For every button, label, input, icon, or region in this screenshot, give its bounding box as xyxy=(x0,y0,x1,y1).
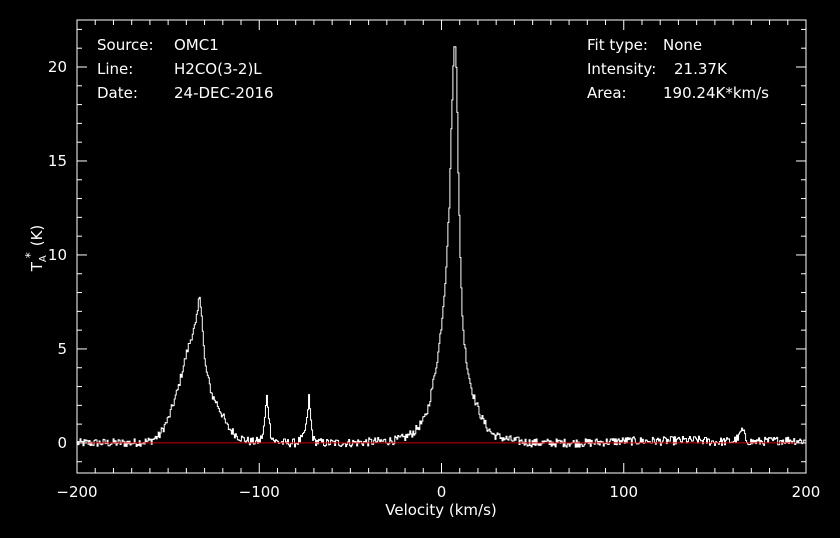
y-label-main: T xyxy=(28,261,46,272)
y-tick-label: 10 xyxy=(48,246,67,264)
y-tick-label: 15 xyxy=(48,152,67,170)
info-fittype-value: None xyxy=(663,36,702,54)
info-fittype-label: Fit type: xyxy=(587,36,648,54)
info-intensity-value: 21.37K xyxy=(674,60,728,78)
spectrum-line xyxy=(77,46,807,448)
y-label-sup: * xyxy=(23,252,37,258)
info-source-label: Source: xyxy=(97,36,154,54)
x-tick-label: 200 xyxy=(792,483,821,501)
info-date-value: 24-DEC-2016 xyxy=(174,84,274,102)
info-area-label: Area: xyxy=(587,84,627,102)
y-label-sub: A xyxy=(38,255,49,262)
x-axis-label: Velocity (km/s) xyxy=(385,501,496,519)
y-axis-label-text: TA* (K) xyxy=(23,225,49,273)
info-source-value: OMC1 xyxy=(174,36,219,54)
info-line-label: Line: xyxy=(97,60,133,78)
x-tick-label: 100 xyxy=(609,483,638,501)
y-tick-label: 5 xyxy=(57,340,67,358)
info-date-label: Date: xyxy=(97,84,138,102)
y-label-unit: (K) xyxy=(28,225,46,247)
x-tick-label: −100 xyxy=(239,483,280,501)
x-tick-label: −200 xyxy=(56,483,97,501)
tick-labels-layer: −200 −100 0 100 200 0 5 10 15 20 xyxy=(48,58,820,501)
y-axis-label: TA* (K) xyxy=(23,225,49,273)
info-intensity-label: Intensity: xyxy=(587,60,656,78)
info-area-value: 190.24K*km/s xyxy=(663,84,769,102)
info-line-value: H2CO(3-2)L xyxy=(174,60,262,78)
x-tick-label: 0 xyxy=(437,483,447,501)
ticks-layer xyxy=(76,20,807,473)
y-tick-label: 0 xyxy=(57,434,67,452)
spectrum-layer xyxy=(77,46,807,448)
y-tick-label: 20 xyxy=(48,58,67,76)
